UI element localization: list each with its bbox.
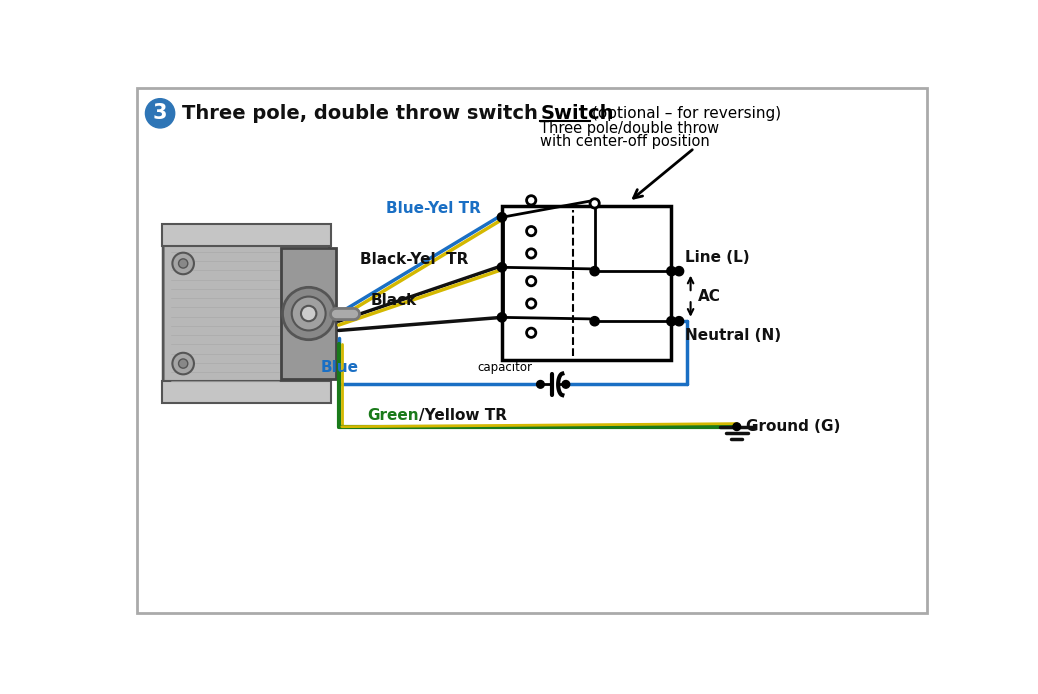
Circle shape bbox=[292, 296, 326, 330]
Text: Blue-Yel TR: Blue-Yel TR bbox=[386, 201, 482, 216]
Circle shape bbox=[497, 212, 507, 222]
Circle shape bbox=[675, 266, 684, 276]
Circle shape bbox=[666, 266, 676, 276]
Text: Blue: Blue bbox=[321, 360, 359, 375]
Circle shape bbox=[733, 423, 741, 430]
Circle shape bbox=[526, 276, 536, 286]
Bar bbox=[162, 224, 331, 246]
Circle shape bbox=[590, 316, 599, 325]
Circle shape bbox=[172, 253, 194, 274]
Circle shape bbox=[526, 249, 536, 258]
Text: Black: Black bbox=[371, 293, 417, 308]
Circle shape bbox=[526, 328, 536, 337]
FancyBboxPatch shape bbox=[163, 230, 329, 397]
Text: AC: AC bbox=[699, 289, 721, 304]
Text: (optional – for reversing): (optional – for reversing) bbox=[592, 105, 782, 121]
Text: capacitor: capacitor bbox=[477, 361, 532, 373]
Text: Green: Green bbox=[367, 409, 418, 423]
Circle shape bbox=[590, 198, 599, 208]
Text: Neutral (N): Neutral (N) bbox=[685, 328, 782, 343]
Text: with center-off position: with center-off position bbox=[541, 135, 710, 149]
Circle shape bbox=[282, 287, 335, 339]
Circle shape bbox=[497, 313, 507, 322]
Text: Ground (G): Ground (G) bbox=[746, 419, 841, 434]
Text: Line (L): Line (L) bbox=[685, 250, 749, 265]
Circle shape bbox=[526, 299, 536, 308]
Circle shape bbox=[172, 353, 194, 374]
Text: 3: 3 bbox=[153, 103, 167, 124]
Circle shape bbox=[562, 380, 570, 388]
Bar bbox=[502, 205, 672, 359]
Circle shape bbox=[526, 226, 536, 236]
Circle shape bbox=[537, 380, 544, 388]
Text: Switch: Switch bbox=[541, 104, 613, 123]
Circle shape bbox=[179, 359, 188, 369]
Text: Three pole/double throw: Three pole/double throw bbox=[541, 121, 719, 136]
Text: Three pole, double throw switch: Three pole, double throw switch bbox=[182, 104, 538, 123]
Text: /Yellow TR: /Yellow TR bbox=[418, 409, 507, 423]
Circle shape bbox=[590, 266, 599, 276]
Text: Black-Yel  TR: Black-Yel TR bbox=[360, 252, 468, 267]
Circle shape bbox=[675, 316, 684, 325]
Circle shape bbox=[526, 196, 536, 205]
Bar bbox=[281, 248, 336, 379]
Bar bbox=[162, 381, 331, 403]
Circle shape bbox=[497, 263, 507, 272]
Circle shape bbox=[179, 259, 188, 268]
Circle shape bbox=[666, 316, 676, 325]
Circle shape bbox=[301, 306, 317, 321]
Circle shape bbox=[145, 99, 174, 128]
